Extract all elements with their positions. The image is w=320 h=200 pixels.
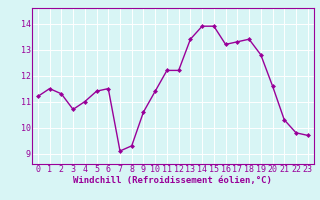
X-axis label: Windchill (Refroidissement éolien,°C): Windchill (Refroidissement éolien,°C) xyxy=(73,176,272,185)
